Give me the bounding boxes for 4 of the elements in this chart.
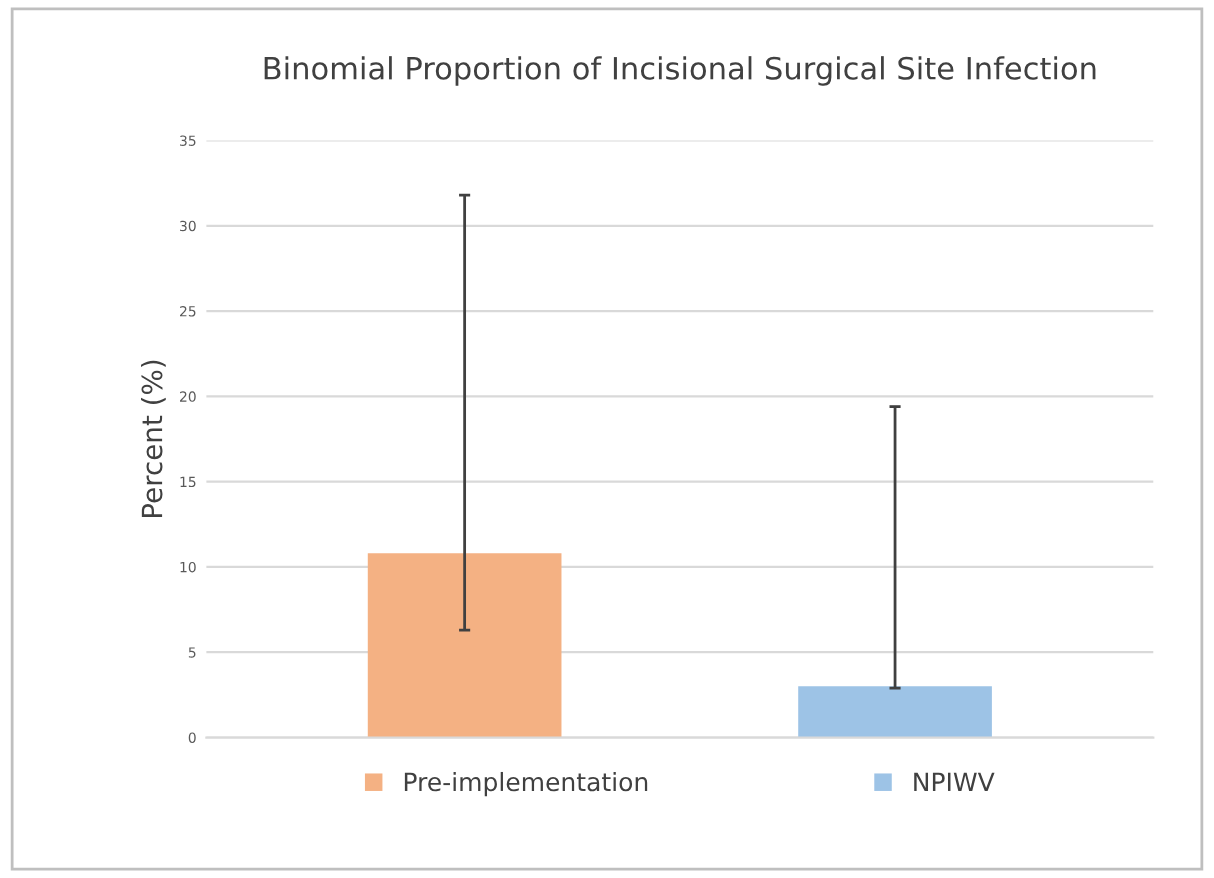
legend-label: Pre-implementation: [404, 771, 648, 797]
chart-title: Binomial Proportion of Incisional Surgical Site Infection: [264, 56, 1096, 86]
y-axis-title: Percent (%): [141, 360, 166, 517]
legend-label: NPIWV: [914, 772, 995, 791]
